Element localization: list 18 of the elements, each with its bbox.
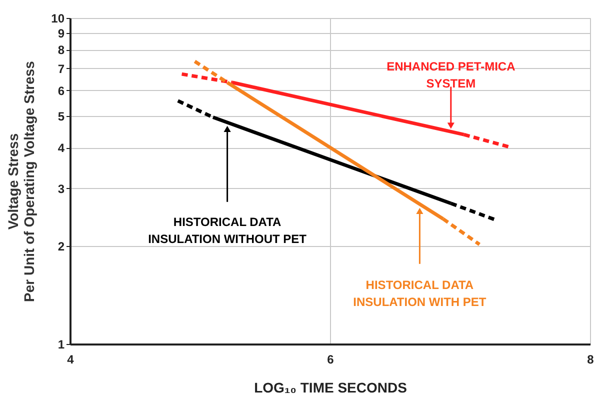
y-tick-label: 8 <box>58 43 65 58</box>
y-tick-label: 5 <box>58 110 65 124</box>
annotation: ENHANCED PET-MICA SYSTEM <box>386 60 516 91</box>
y-tick-label: 7 <box>58 62 65 76</box>
y-tick-label: 2 <box>58 239 65 254</box>
y-tick-label: 9 <box>58 26 65 40</box>
annotation: HISTORICAL DATA INSULATION WITHOUT PET <box>148 214 308 246</box>
y-tick-label: 10 <box>51 12 65 26</box>
y-tick-label: 3 <box>58 182 65 196</box>
y-axis-title: Voltage Stress Per Unit of Operating Voltage Stress <box>5 60 38 302</box>
x-tick-label: 6 <box>327 352 334 366</box>
y-tick-label: 1 <box>58 338 65 352</box>
x-tick-label: 4 <box>67 352 74 366</box>
y-tick-label: 4 <box>58 141 65 156</box>
x-axis-title: LOG₁₀ TIME SECONDS <box>254 380 407 396</box>
y-tick-label: 6 <box>58 84 65 98</box>
annotation: HISTORICAL DATA INSULATION WITH PET <box>353 278 487 309</box>
x-tick-label: 8 <box>587 352 594 366</box>
